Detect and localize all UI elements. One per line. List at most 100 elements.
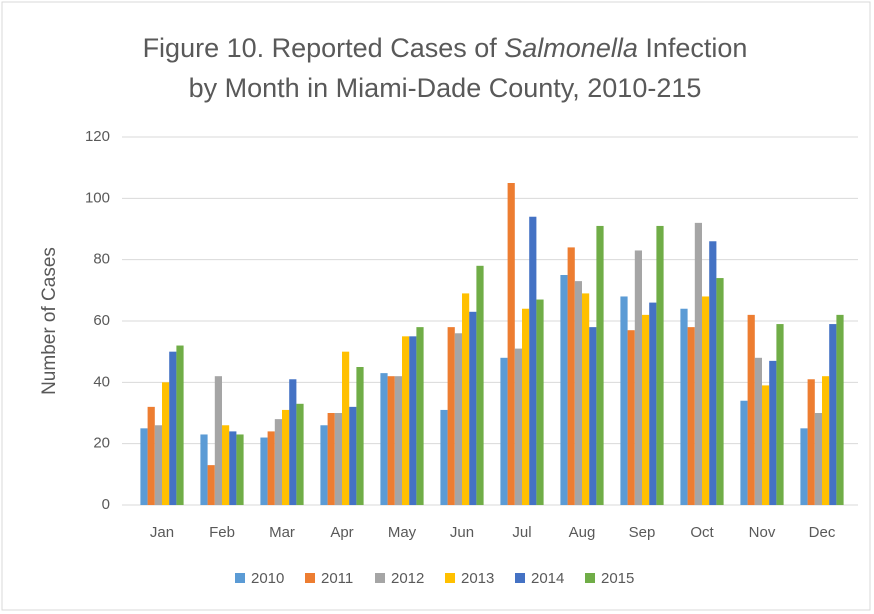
bar — [320, 425, 328, 505]
bar — [176, 345, 184, 505]
y-tick-label: 100 — [85, 189, 110, 206]
bar — [402, 336, 410, 505]
bar — [814, 413, 822, 505]
x-tick-label: Jan — [150, 524, 174, 541]
bar — [394, 376, 402, 505]
bar — [762, 385, 770, 505]
bar — [229, 431, 237, 505]
legend-swatch — [235, 573, 245, 583]
bar — [462, 293, 470, 505]
x-tick-label: Dec — [809, 524, 836, 541]
bar — [716, 278, 724, 505]
bar — [620, 296, 628, 505]
bar — [387, 376, 395, 505]
bar — [634, 250, 642, 505]
bar — [747, 314, 755, 505]
bar — [327, 413, 335, 505]
bar — [694, 222, 702, 505]
y-tick-label: 80 — [93, 251, 110, 268]
bar — [596, 225, 604, 505]
x-tick-label: Mar — [269, 524, 295, 541]
bar — [416, 327, 424, 505]
bar — [214, 376, 222, 505]
y-tick-label: 120 — [85, 128, 110, 145]
bar — [687, 327, 695, 505]
bar — [507, 183, 515, 505]
bar — [356, 367, 364, 505]
x-tick-label: Aug — [569, 524, 596, 541]
bar — [440, 409, 448, 505]
bar — [169, 351, 177, 505]
legend-label: 2012 — [391, 570, 424, 587]
bar — [380, 373, 388, 505]
legend-label: 2013 — [461, 570, 494, 587]
x-tick-label: Jun — [450, 524, 474, 541]
x-tick-label: Jul — [512, 524, 531, 541]
bar — [642, 314, 650, 505]
bar — [829, 324, 837, 505]
bar — [342, 351, 350, 505]
bar — [522, 308, 530, 505]
bar — [140, 428, 148, 505]
legend-swatch — [305, 573, 315, 583]
bar — [409, 336, 417, 505]
bar — [567, 247, 575, 505]
bar — [627, 330, 635, 505]
bar — [740, 400, 748, 505]
bar — [776, 324, 784, 505]
legend-swatch — [445, 573, 455, 583]
x-tick-label: Oct — [690, 524, 714, 541]
legend-label: 2015 — [601, 570, 634, 587]
bar — [754, 357, 762, 505]
bar — [536, 299, 544, 505]
bar — [476, 265, 484, 505]
bar — [200, 434, 208, 505]
bar — [709, 241, 717, 505]
bar — [154, 425, 162, 505]
legend-label: 2010 — [251, 570, 284, 587]
y-tick-label: 20 — [93, 435, 110, 452]
bar — [289, 379, 297, 505]
bar — [469, 311, 477, 505]
chart-title: by Month in Miami-Dade County, 2010-215 — [189, 73, 702, 103]
x-tick-label: Nov — [749, 524, 776, 541]
bar — [222, 425, 230, 505]
y-tick-label: 60 — [93, 312, 110, 329]
bar — [589, 327, 597, 505]
y-tick-label: 0 — [102, 496, 110, 513]
bar — [147, 406, 155, 505]
bar — [500, 357, 508, 505]
bar — [274, 419, 282, 505]
bar — [296, 403, 304, 505]
bar — [334, 413, 342, 505]
bar — [649, 302, 657, 505]
legend-label: 2014 — [531, 570, 564, 587]
bar — [800, 428, 808, 505]
x-tick-label: Apr — [330, 524, 353, 541]
bar — [807, 379, 815, 505]
legend-label: 2011 — [321, 570, 353, 587]
bar — [656, 225, 664, 505]
chart-title: Figure 10. Reported Cases of Salmonella … — [143, 33, 748, 63]
bar — [582, 293, 590, 505]
y-axis-label: Number of Cases — [39, 247, 60, 395]
bar — [267, 431, 275, 505]
bar — [574, 281, 582, 505]
title-part: Salmonella — [504, 33, 638, 63]
bar — [447, 327, 455, 505]
y-tick-label: 40 — [93, 373, 110, 390]
bar — [822, 376, 830, 505]
bar — [529, 216, 537, 505]
bar — [702, 296, 710, 505]
legend-swatch — [585, 573, 595, 583]
bar — [260, 437, 268, 505]
bar — [454, 333, 462, 505]
title-part: Figure 10. Reported Cases of — [143, 33, 505, 63]
legend-swatch — [375, 573, 385, 583]
legend-swatch — [515, 573, 525, 583]
x-tick-label: Feb — [209, 524, 235, 541]
bar — [162, 382, 170, 505]
bar — [560, 275, 568, 505]
